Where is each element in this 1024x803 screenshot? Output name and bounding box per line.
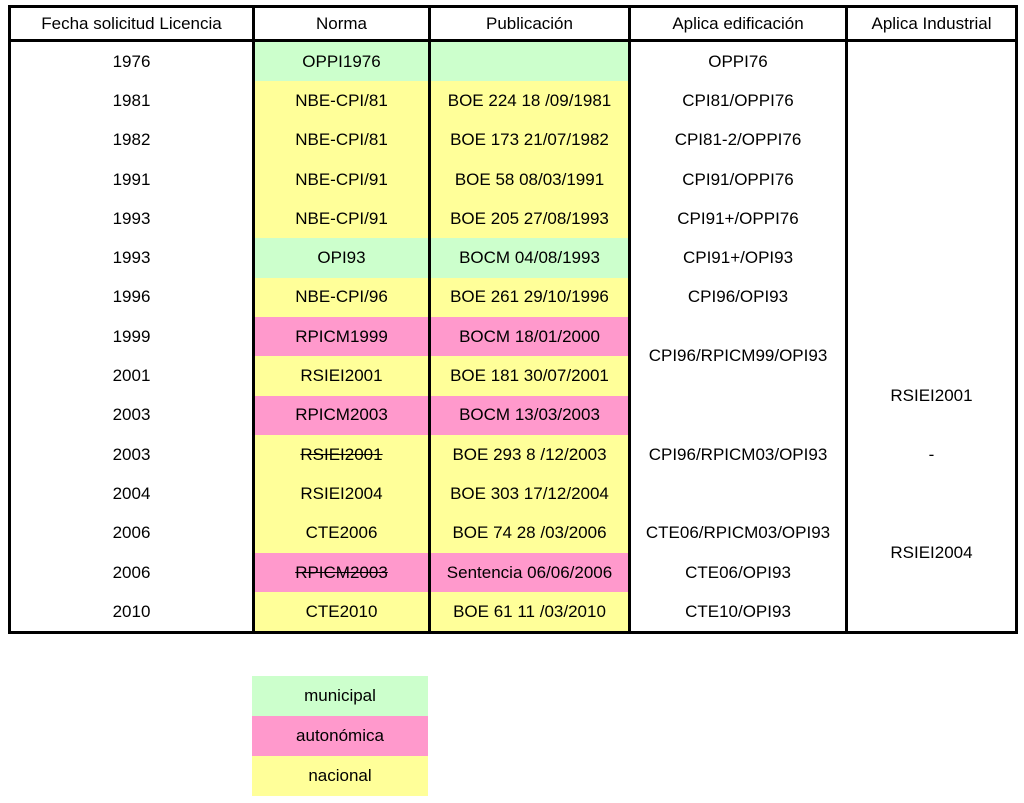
cell-industrial [845, 40, 1018, 357]
cell-edificacion: CPI91+/OPPI76 [628, 199, 848, 239]
cell-publicacion: BOCM 13/03/2003 [428, 395, 631, 435]
cell-publicacion: BOE 173 21/07/1982 [428, 120, 631, 160]
cell-edificacion: CPI96/OPI93 [628, 277, 848, 318]
cell-norma: CTE2010 [252, 592, 431, 633]
table-row: 1993 OPI93 BOCM 04/08/1993 CPI91+/OPI93 [8, 238, 1017, 278]
cell-publicacion: BOE 181 30/07/2001 [428, 356, 631, 396]
table-row: 2003 RSIEI2001 BOE 293 8 /12/2003 CPI96/… [8, 434, 1018, 475]
cell-norma: CTE2006 [252, 513, 431, 553]
table-row: 1999 RPICM1999 BOCM 18/01/2000 CPI96/RPI… [8, 317, 1017, 396]
table-row: 2003 RPICM2003 BOCM 13/03/2003 [8, 395, 1017, 435]
cell-norma-struck: RPICM2003 [252, 552, 431, 593]
cell-norma: NBE-CPI/96 [252, 277, 431, 318]
cell-edificacion: CPI96/RPICM99/OPI93 [628, 317, 848, 396]
cell-year: 1993 [8, 199, 255, 239]
cell-edificacion: CPI91/OPPI76 [628, 159, 848, 200]
cell-industrial: - [845, 434, 1018, 475]
cell-publicacion: BOCM 18/01/2000 [428, 317, 631, 357]
cell-year: 1991 [8, 159, 255, 200]
table-row: 1981 NBE-CPI/81 BOE 224 18 /09/1981 CPI8… [8, 81, 1017, 121]
cell-industrial: RSIEI2001 [845, 356, 1018, 435]
cell-edificacion: CPI91+/OPI93 [628, 238, 848, 278]
legend-item-autonomica: autonómica [252, 716, 428, 756]
cell-year: 1999 [8, 317, 255, 357]
cell-edificacion: CPI81-2/OPPI76 [628, 120, 848, 160]
cell-industrial: RSIEI2004 [845, 513, 1018, 593]
cell-norma: NBE-CPI/91 [252, 199, 431, 239]
cell-year: 1976 [8, 40, 255, 82]
cell-publicacion: BOCM 04/08/1993 [428, 238, 631, 278]
cell-edificacion: OPPI76 [628, 40, 848, 82]
table-row: 1982 NBE-CPI/81 BOE 173 21/07/1982 CPI81… [8, 120, 1017, 160]
cell-year: 2004 [8, 474, 255, 514]
cell-publicacion: BOE 61 11 /03/2010 [428, 592, 631, 633]
cell-edificacion: CPI96/RPICM03/OPI93 [628, 434, 848, 475]
fire-regulations-table: Fecha solicitud Licencia Norma Publicaci… [8, 5, 1018, 635]
cell-year: 1996 [8, 277, 255, 318]
cell-publicacion: Sentencia 06/06/2006 [428, 552, 631, 593]
col-header-aplica-industrial: Aplica Industrial [845, 5, 1018, 42]
table-row: 2001 RSIEI2001 BOE 181 30/07/2001 RSIEI2… [8, 356, 1018, 435]
col-header-aplica-edificacion: Aplica edificación [628, 5, 848, 42]
cell-norma: RPICM2003 [252, 395, 431, 435]
cell-publicacion: BOE 293 8 /12/2003 [428, 434, 631, 475]
table-row: 1976 OPPI1976 OPPI76 [8, 40, 1018, 357]
header-row: Fecha solicitud Licencia Norma Publicaci… [8, 5, 1018, 42]
cell-norma-struck: RSIEI2001 [252, 434, 431, 475]
cell-publicacion: BOE 74 28 /03/2006 [428, 513, 631, 553]
cell-norma: NBE-CPI/81 [252, 120, 431, 160]
col-header-fecha-solicitud: Fecha solicitud Licencia [8, 5, 255, 42]
cell-year: 2001 [8, 356, 255, 396]
cell-year: 2006 [8, 513, 255, 553]
cell-year: 2003 [8, 395, 255, 435]
cell-publicacion: BOE 224 18 /09/1981 [428, 81, 631, 121]
cell-norma: RPICM1999 [252, 317, 431, 357]
cell-publicacion: BOE 58 08/03/1991 [428, 159, 631, 200]
cell-year: 1982 [8, 120, 255, 160]
table-row: 2004 RSIEI2004 BOE 303 17/12/2004 [8, 474, 1018, 514]
cell-norma: OPPI1976 [252, 40, 431, 82]
cell-year: 2006 [8, 552, 255, 593]
table-row: 1993 NBE-CPI/91 BOE 205 27/08/1993 CPI91… [8, 199, 1017, 239]
col-header-norma: Norma [252, 5, 431, 42]
cell-edificacion: CTE06/RPICM03/OPI93 [628, 513, 848, 553]
cell-year: 1981 [8, 81, 255, 121]
cell-publicacion: BOE 205 27/08/1993 [428, 199, 631, 239]
table-row: 2010 CTE2010 BOE 61 11 /03/2010 CTE10/OP… [8, 592, 1018, 633]
cell-edificacion: CTE06/OPI93 [628, 552, 848, 593]
cell-edificacion: CPI81/OPPI76 [628, 81, 848, 121]
cell-edificacion: CTE10/OPI93 [628, 592, 848, 633]
cell-year: 2010 [8, 592, 255, 633]
color-legend: municipal autonómica nacional [252, 676, 428, 796]
cell-publicacion: BOE 261 29/10/1996 [428, 277, 631, 318]
cell-norma: RSIEI2001 [252, 356, 431, 396]
cell-edificacion [628, 395, 848, 435]
cell-year: 2003 [8, 434, 255, 475]
table-row: 1991 NBE-CPI/91 BOE 58 08/03/1991 CPI91/… [8, 159, 1017, 200]
cell-industrial [845, 592, 1018, 633]
cell-publicacion: BOE 303 17/12/2004 [428, 474, 631, 514]
cell-edificacion [628, 474, 848, 514]
cell-publicacion [428, 40, 631, 82]
cell-norma: NBE-CPI/91 [252, 159, 431, 200]
cell-industrial [845, 474, 1018, 514]
table-body: 1976 OPPI1976 OPPI76 1981 NBE-CPI/81 BOE… [8, 40, 1018, 633]
table-row: 1996 NBE-CPI/96 BOE 261 29/10/1996 CPI96… [8, 277, 1017, 318]
legend-item-nacional: nacional [252, 756, 428, 796]
legend-item-municipal: municipal [252, 676, 428, 716]
cell-year: 1993 [8, 238, 255, 278]
cell-norma: RSIEI2004 [252, 474, 431, 514]
table-row: 2006 CTE2006 BOE 74 28 /03/2006 CTE06/RP… [8, 513, 1018, 593]
cell-norma: OPI93 [252, 238, 431, 278]
table-row: 2006 RPICM2003 Sentencia 06/06/2006 CTE0… [8, 552, 1017, 593]
col-header-publicacion: Publicación [428, 5, 631, 42]
table-header: Fecha solicitud Licencia Norma Publicaci… [8, 5, 1018, 42]
cell-norma: NBE-CPI/81 [252, 81, 431, 121]
